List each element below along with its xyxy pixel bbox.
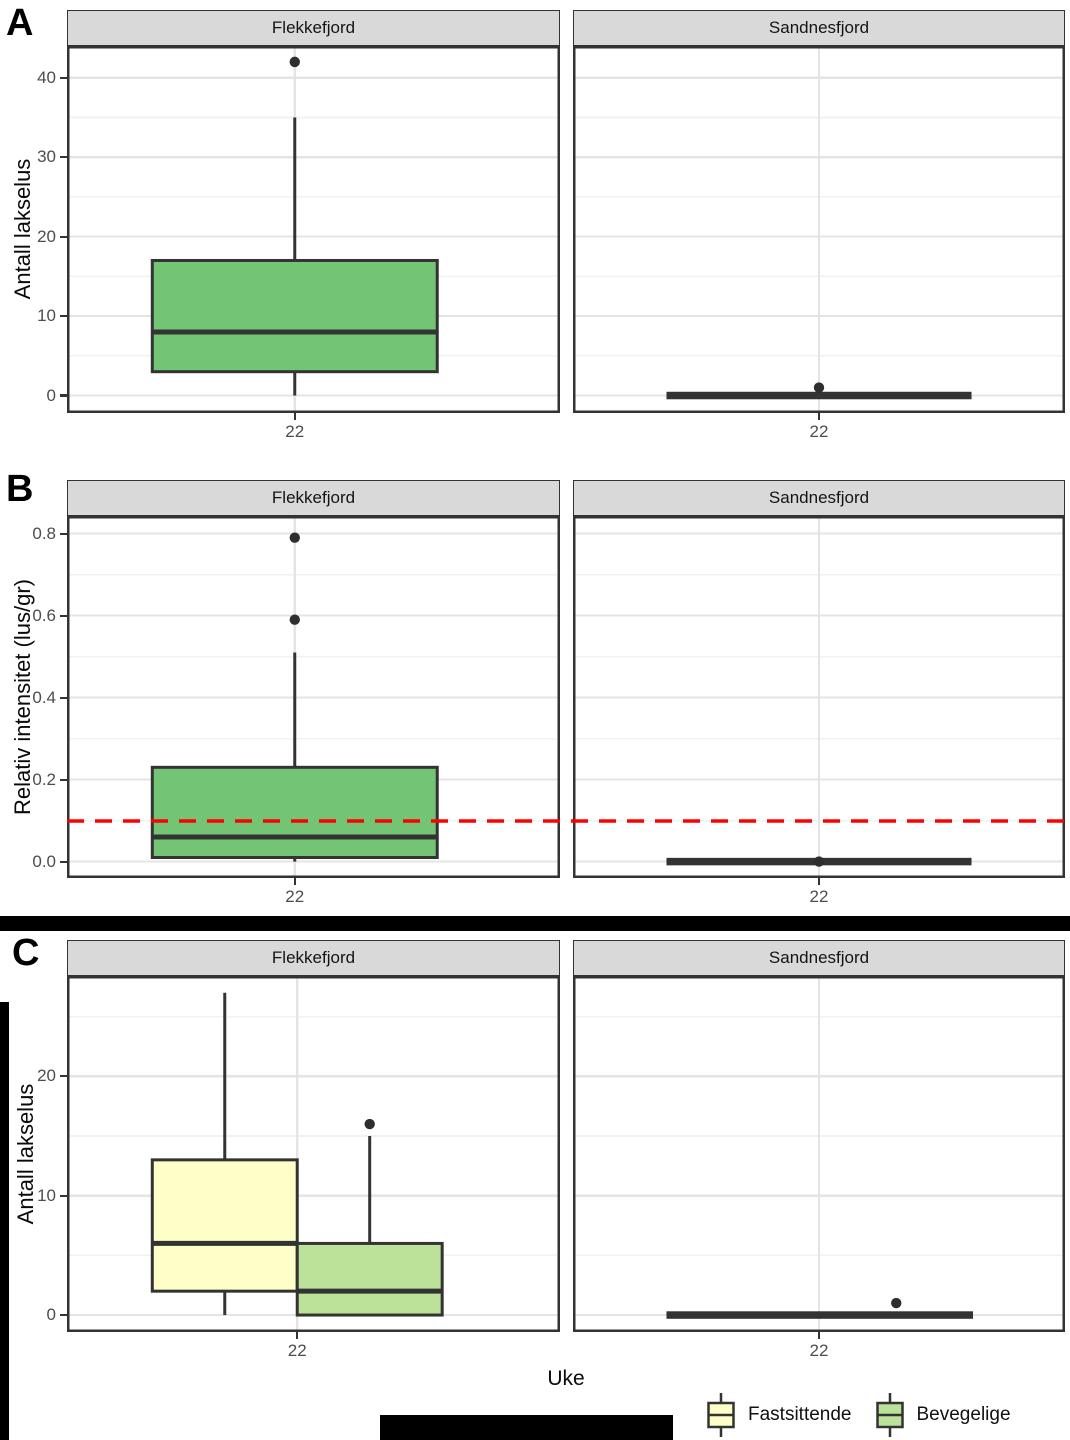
facet-strip: Sandnesfjord — [573, 10, 1065, 46]
facet-strip: Flekkefjord — [67, 10, 560, 46]
y-tick-label: 20 — [37, 226, 56, 246]
x-tick-mark — [817, 1332, 821, 1339]
x-tick-mark — [296, 1332, 299, 1339]
facet-plot-area — [573, 976, 1065, 1332]
redaction-bar-bottom — [380, 1415, 673, 1440]
y-tick-label: 0 — [46, 1305, 56, 1325]
panel-c-letter: C — [12, 932, 40, 974]
y-tick-label: 0.2 — [32, 769, 56, 789]
redaction-bar-vertical — [0, 1002, 9, 1440]
y-tick-label: 20 — [37, 1066, 56, 1086]
y-tick-mark — [60, 314, 67, 318]
y-tick-mark — [60, 156, 67, 159]
x-tick-label: 22 — [809, 1341, 829, 1360]
redaction-bar-horizontal — [0, 916, 1070, 931]
legend-item-fastsittende: Fastsittende — [703, 1390, 852, 1440]
y-tick-label: 0.6 — [32, 605, 56, 625]
facet-strip: Flekkefjord — [67, 480, 560, 516]
x-tick-label: 22 — [285, 887, 305, 906]
panel-a-letter: A — [6, 2, 34, 44]
facet-plot-area — [67, 46, 560, 413]
y-tick-mark — [60, 614, 67, 617]
x-axis-title: Uke — [547, 1367, 585, 1390]
y-tick-label: 0.0 — [32, 851, 56, 871]
boxplot-key-icon — [707, 1393, 735, 1437]
y-tick-mark — [60, 235, 67, 238]
y-tick-label: 30 — [37, 147, 56, 167]
facet-strip: Sandnesfjord — [573, 940, 1065, 976]
y-tick-mark — [60, 860, 67, 863]
facet-plot-area — [67, 976, 560, 1332]
facet-plot-area — [67, 516, 560, 878]
x-tick-mark — [817, 878, 821, 885]
y-tick-label: 0.4 — [32, 687, 56, 707]
y-tick-mark — [60, 394, 67, 397]
panel-b-letter: B — [6, 468, 34, 510]
legend-label-bevegelige: Bevegelige — [916, 1404, 1011, 1425]
facet-strip: Flekkefjord — [67, 940, 560, 976]
y-tick-mark — [60, 778, 67, 781]
legend: Fastsittende Bevegelige — [703, 1390, 1011, 1440]
boxplot-key-icon — [875, 1393, 904, 1437]
legend-item-bevegelige: Bevegelige — [872, 1390, 1011, 1440]
y-tick-mark — [60, 532, 67, 535]
y-tick-label: 10 — [37, 1185, 56, 1205]
y-tick-label: 0 — [46, 385, 56, 405]
y-tick-mark — [60, 1194, 67, 1197]
y-tick-mark — [60, 696, 67, 699]
y-tick-mark — [60, 76, 67, 79]
x-tick-label: 22 — [809, 422, 829, 441]
facet-strip: Sandnesfjord — [573, 480, 1065, 516]
y-tick-label: 10 — [37, 306, 56, 326]
x-tick-label: 22 — [809, 887, 829, 906]
y-tick-label: 40 — [37, 67, 56, 87]
y-tick-mark — [60, 1075, 67, 1078]
x-tick-label: 22 — [285, 422, 305, 441]
facet-plot-area — [573, 46, 1065, 413]
y-tick-label: 0.8 — [32, 523, 56, 543]
x-tick-mark — [293, 878, 296, 885]
x-tick-mark — [817, 413, 821, 420]
legend-label-fastsittende: Fastsittende — [748, 1404, 852, 1425]
y-tick-mark — [60, 1313, 67, 1317]
facet-plot-area — [573, 516, 1065, 878]
x-tick-mark — [293, 413, 296, 420]
x-tick-label: 22 — [287, 1341, 307, 1360]
